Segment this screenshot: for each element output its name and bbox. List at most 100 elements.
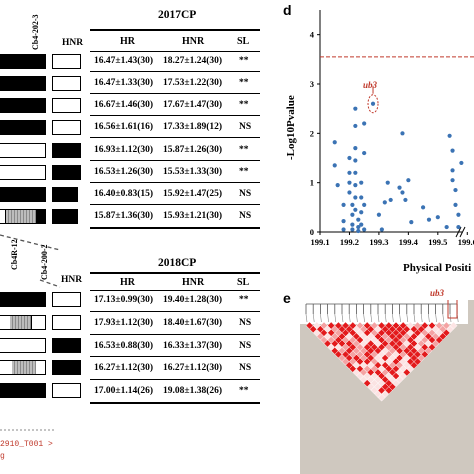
hnr-box xyxy=(52,315,81,330)
scatter-point xyxy=(347,190,352,195)
genotype-bar xyxy=(0,338,46,353)
scatter-point xyxy=(453,187,458,193)
table-rule xyxy=(90,272,260,274)
genotype-bar xyxy=(0,165,46,180)
scatter-point xyxy=(350,212,355,217)
hnr-box xyxy=(52,209,78,224)
snp-connector xyxy=(384,313,387,323)
scatter-point xyxy=(359,210,364,215)
table-rule xyxy=(90,29,260,31)
table-rule xyxy=(90,290,260,291)
ld-heatmap xyxy=(300,300,474,474)
x-tick-label: 199.4 xyxy=(399,237,419,247)
table-rule xyxy=(90,51,260,52)
hnr-box xyxy=(52,292,81,307)
y-tick-label: 0 xyxy=(310,227,314,237)
table-title: 2018CP xyxy=(158,257,197,269)
snp-connector xyxy=(392,313,394,323)
scatter-point xyxy=(353,207,358,212)
hnr-column-label-2: HNR xyxy=(61,275,83,285)
scatter-point xyxy=(456,212,461,217)
scatter-point xyxy=(359,195,364,200)
scatter-point xyxy=(341,219,346,224)
scatter-point xyxy=(356,224,361,230)
table-title: 2017CP xyxy=(158,9,197,21)
scatter-point xyxy=(388,197,393,203)
panel-letter-e: e xyxy=(283,290,291,306)
hnr-box xyxy=(52,165,81,180)
scatter-point xyxy=(459,160,464,166)
ub3-annotation-e: ub3 xyxy=(430,288,445,298)
ub3-marker-box xyxy=(447,300,458,319)
x-tick-label: 199.5 xyxy=(428,237,447,247)
col-header-sl: SL xyxy=(237,277,250,288)
hnr-box xyxy=(52,338,81,353)
snp-connector xyxy=(334,313,337,323)
scatter-point xyxy=(353,158,358,163)
scatter-point xyxy=(353,106,358,111)
scatter-point xyxy=(453,202,458,207)
scatter-point xyxy=(370,101,376,106)
genotype-bar-heterozygous xyxy=(6,209,36,224)
col-header-hnr: HNR xyxy=(182,36,205,47)
genotype-bar xyxy=(0,383,46,398)
table-rule xyxy=(90,227,260,229)
hnr-box xyxy=(52,120,81,135)
snp-connector xyxy=(341,313,344,323)
scatter-point xyxy=(353,183,358,188)
snp-connector xyxy=(442,313,445,323)
scatter-point xyxy=(359,180,364,185)
snp-connector xyxy=(320,313,322,323)
scatter-point xyxy=(353,170,358,175)
scatter-point xyxy=(350,227,355,232)
scatter-point xyxy=(359,222,364,227)
gene-model-line xyxy=(0,429,55,431)
scatter-point xyxy=(409,220,414,225)
snp-connector xyxy=(406,313,409,323)
hnr-box xyxy=(52,360,81,375)
scatter-point xyxy=(379,227,384,232)
scatter-point xyxy=(376,212,382,217)
scatter-point xyxy=(350,222,355,227)
table-2018cp: 2018CP HR HNR SL 17.13±0.99(30) 19.40±1.… xyxy=(90,250,265,410)
scatter-point xyxy=(362,202,367,207)
genotype-bar xyxy=(0,76,46,91)
snp-connector xyxy=(305,313,308,323)
scatter-point xyxy=(332,140,337,145)
y-tick-label: 4 xyxy=(310,30,315,40)
snp-connector xyxy=(420,313,423,323)
scatter-point xyxy=(341,227,346,232)
genotype-bar xyxy=(0,120,46,135)
scatter-point xyxy=(356,217,361,222)
scatter-point xyxy=(347,170,352,175)
genotype-bar xyxy=(0,98,46,113)
snp-connector xyxy=(356,313,358,323)
x-tick-label: 199.6 xyxy=(458,237,474,247)
scatter-point xyxy=(347,180,352,185)
scatter-point xyxy=(341,202,346,207)
scatter-point xyxy=(426,217,432,222)
col-header-hr: HR xyxy=(120,277,135,288)
col-header-sl: SL xyxy=(237,36,250,47)
genotype-bar xyxy=(0,292,46,307)
x-tick-label: 199.1 xyxy=(310,237,329,247)
snp-connector xyxy=(348,313,351,323)
snp-connector xyxy=(312,313,315,323)
scatter-point xyxy=(332,163,337,168)
dashed-connectors xyxy=(0,234,61,288)
gene-id-label: 2910_T001 > xyxy=(0,440,53,449)
y-tick-label: 3 xyxy=(310,79,314,89)
scatter-point xyxy=(420,205,426,210)
table-rule xyxy=(90,402,260,404)
scatter-point xyxy=(406,178,411,183)
scatter-point xyxy=(382,200,387,205)
genotype-bar xyxy=(0,54,46,69)
scatter-point xyxy=(350,202,355,207)
col-header-hnr: HNR xyxy=(182,277,205,288)
scatter-point xyxy=(385,180,390,185)
scatter-point xyxy=(403,197,408,203)
x-axis-title: Physical Positi xyxy=(403,262,472,274)
scatter-point xyxy=(444,224,449,230)
hnr-box xyxy=(52,54,81,69)
scatter-point xyxy=(362,121,367,126)
